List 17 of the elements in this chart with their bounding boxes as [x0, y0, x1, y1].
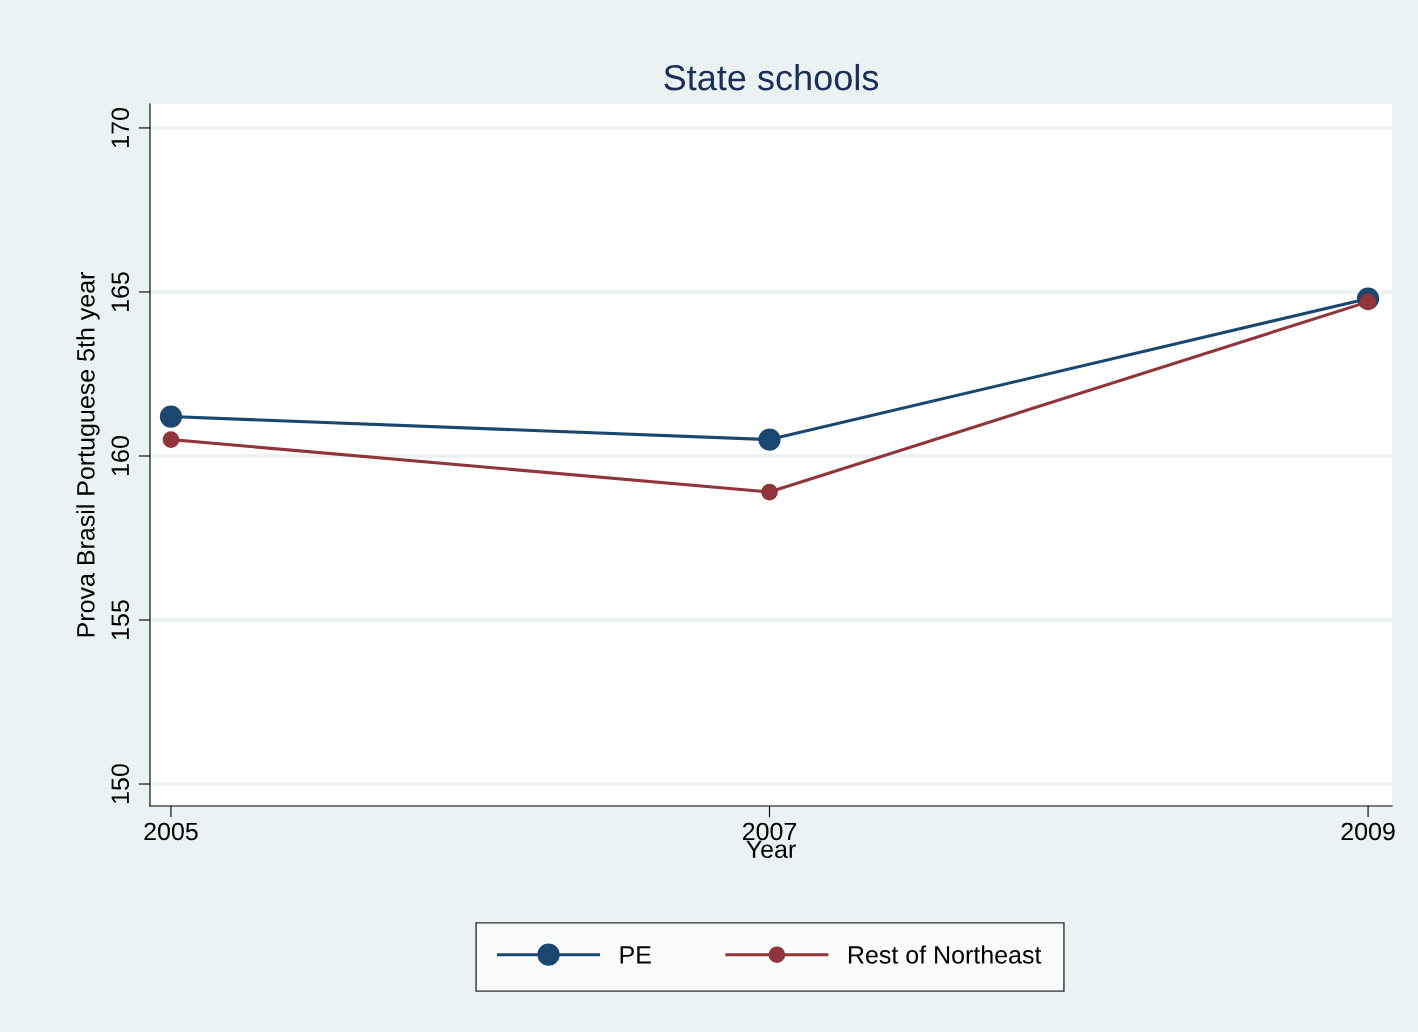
y-tick-label: 160 [111, 436, 130, 475]
point [758, 428, 781, 451]
x-tick-label: 2005 [144, 822, 198, 841]
x-tick-label: 2009 [1341, 822, 1395, 841]
y-tick-label: 170 [111, 108, 130, 147]
y-axis-title: Prova Brasil Portuguese 5th year [76, 271, 100, 637]
x-tick-label: 2007 [742, 822, 797, 841]
point [162, 431, 180, 448]
y-tick-label: 155 [111, 600, 130, 639]
x-axis-title: Year [746, 840, 796, 859]
legend-label: PE [620, 946, 651, 964]
legend-label: Rest of Northeast [848, 945, 1042, 964]
chart-title: State schools [664, 63, 879, 91]
y-tick-label: 150 [111, 764, 130, 803]
y-tick-label: 165 [111, 272, 130, 311]
point [159, 405, 183, 428]
point [761, 483, 778, 501]
